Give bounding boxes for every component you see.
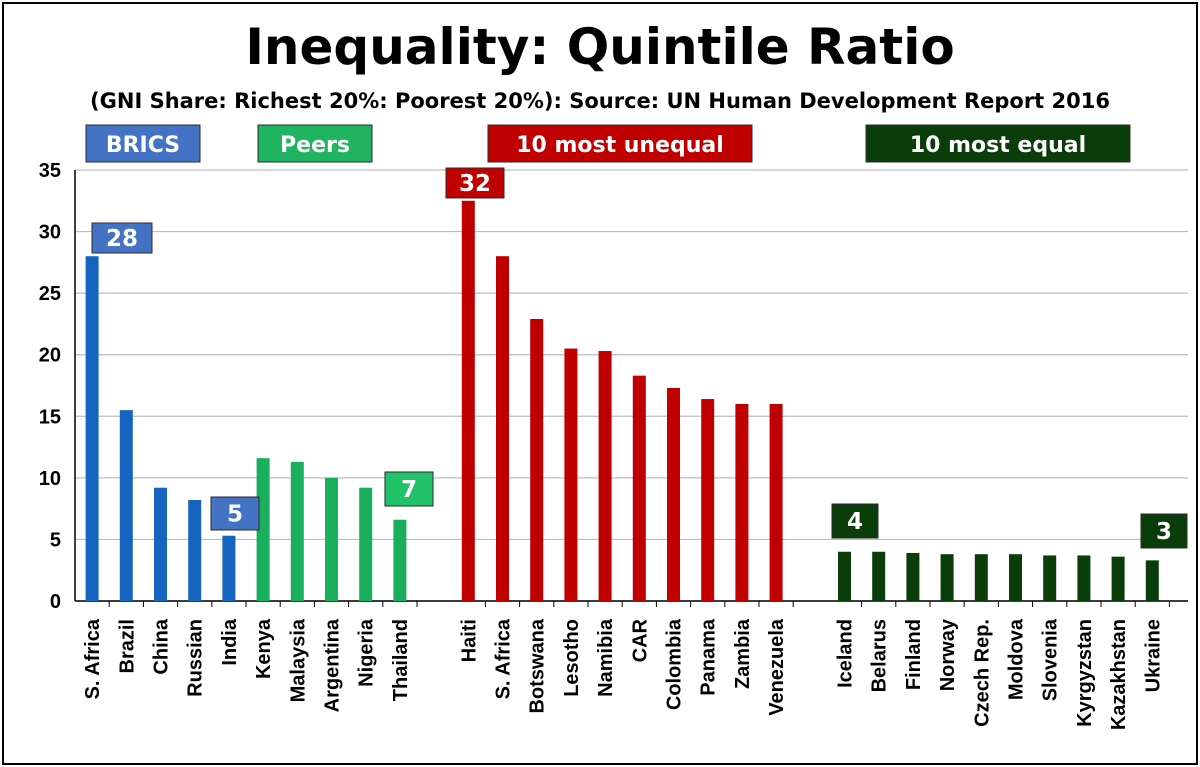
bar-russian (188, 500, 202, 601)
x-tick-label: Panama (698, 618, 720, 696)
group-label: BRICS (106, 133, 180, 158)
y-tick-label: 25 (39, 283, 61, 305)
bar-brazil (119, 410, 133, 601)
bar-india (222, 535, 236, 601)
x-tick-label: Namibia (595, 618, 617, 697)
bar-kazakhstan (1111, 556, 1125, 601)
chart-subtitle: (GNI Share: Richest 20%: Poorest 20%): S… (90, 89, 1110, 113)
grid-lines (75, 169, 1188, 602)
data-label: 28 (106, 226, 138, 252)
x-tick-label: Malaysia (287, 618, 309, 702)
x-tick-label: S. Africa (493, 618, 515, 699)
bar-moldova (1009, 554, 1022, 601)
bar-finland (906, 552, 920, 601)
bar-czech-rep- (974, 554, 988, 601)
bar-car (632, 375, 646, 601)
x-tick-label: Lesotho (561, 619, 583, 697)
x-tick-label: Nigeria (356, 618, 378, 687)
group-labels: BRICS Peers 10 most unequal 10 most equal (85, 124, 1131, 163)
y-tick-label: 5 (50, 529, 61, 551)
bar-kenya (256, 458, 270, 601)
bar-panama (701, 399, 715, 601)
x-tick-label: Belarus (869, 619, 891, 692)
bar-kyrgyzstan (1077, 555, 1091, 601)
bars (85, 200, 1159, 602)
bar-botswana (530, 319, 544, 601)
bar-china (154, 487, 167, 601)
bar-malaysia (290, 461, 304, 601)
data-label-box (91, 222, 153, 254)
bar-venezuela (769, 403, 783, 601)
bar-zambia (735, 403, 749, 601)
x-tick-label: Czech Rep. (971, 619, 993, 727)
chart-title: Inequality: Quintile Ratio (245, 18, 954, 76)
x-tick-label: Venezuela (766, 618, 788, 716)
y-tick-label: 30 (39, 222, 61, 244)
x-tick-label: Argentina (322, 618, 344, 712)
x-tick-label: Haiti (458, 619, 480, 662)
x-tick-label: India (219, 618, 241, 666)
x-tick-label: Colombia (664, 618, 686, 710)
x-tick-label: Kenya (253, 618, 275, 679)
bar-ukraine (1145, 560, 1159, 601)
data-label-box (445, 167, 505, 199)
y-tick-label: 0 (50, 591, 61, 613)
bar-colombia (667, 387, 680, 601)
group-label: Peers (280, 133, 350, 158)
bar-s-africa (496, 256, 509, 601)
x-tick-label: Brazil (116, 619, 138, 673)
y-tick-label: 15 (39, 406, 61, 428)
bar-slovenia (1043, 555, 1057, 601)
x-tick-label: Kazakhstan (1108, 619, 1130, 730)
y-tick-label: 10 (39, 468, 61, 490)
x-tick-label: China (151, 618, 173, 674)
data-label: 4 (847, 509, 863, 535)
bar-namibia (598, 351, 612, 601)
x-tick-label: Slovenia (1040, 618, 1062, 701)
data-label: 3 (1156, 519, 1172, 545)
x-tick-label: Thailand (390, 619, 412, 701)
data-label-box (384, 471, 434, 507)
group-label: 10 most equal (910, 133, 1086, 158)
x-tick-label: Kyrgyzstan (1074, 619, 1096, 727)
bar-nigeria (359, 487, 373, 601)
data-label: 7 (401, 477, 417, 503)
data-label-box (1140, 513, 1188, 549)
x-tick-label: Moldova (1006, 618, 1028, 700)
group-label-box (487, 124, 753, 163)
x-tick-label: S. Africa (82, 618, 104, 699)
bar-belarus (872, 551, 886, 601)
bar-argentina (325, 477, 338, 601)
bar-lesotho (564, 348, 578, 601)
y-tick-label: 35 (39, 160, 61, 182)
x-tick-label: Russian (185, 619, 207, 697)
group-label-box (865, 124, 1131, 163)
group-label: 10 most unequal (516, 133, 724, 158)
x-tick-labels: S. Africa Brazil China Russian India Kenya Mal… (82, 618, 1164, 730)
x-tick-label: Botswana (527, 618, 549, 713)
bar-s-africa (85, 256, 99, 601)
data-labels: 28 5 7 32 4 3 (91, 167, 1188, 549)
x-tick-label: CAR (629, 618, 651, 662)
y-tick-label: 20 (39, 345, 61, 367)
x-tick-label: Finland (903, 619, 925, 690)
x-tick-label: Iceland (835, 619, 857, 688)
bar-thailand (393, 519, 407, 601)
data-label-box (831, 503, 879, 539)
x-tick-label: Norway (937, 618, 959, 691)
group-label-box (257, 124, 373, 163)
bar-iceland (838, 551, 851, 601)
x-tick-label: Zambia (732, 618, 754, 689)
group-label-box (85, 124, 201, 163)
x-tick-label: Ukraine (1142, 619, 1164, 692)
bar-norway (940, 554, 954, 601)
bar-haiti (461, 200, 475, 602)
data-label-box (210, 496, 260, 531)
data-label: 5 (227, 502, 243, 528)
data-label: 32 (459, 171, 491, 197)
